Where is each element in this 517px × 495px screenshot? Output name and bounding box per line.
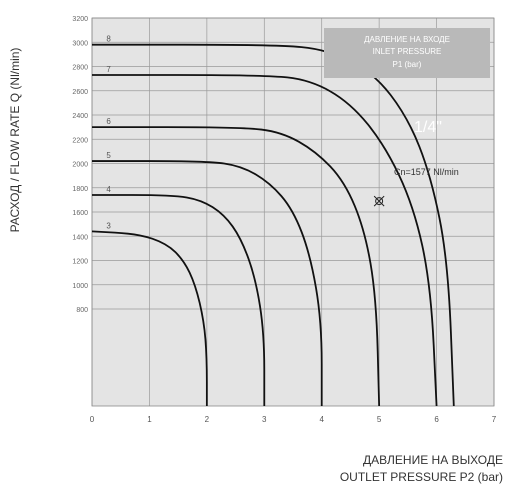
x-tick-label: 6 xyxy=(434,415,439,424)
y-tick-label: 2800 xyxy=(72,65,88,72)
curve-label-5: 5 xyxy=(106,151,111,160)
flow-chart: 0 1 2 3 4 5 6 7 800 1000 1200 1400 1600 1800 2000 2200 2… xyxy=(72,16,496,424)
curve-label-3: 3 xyxy=(106,221,111,230)
y-tick-label: 1600 xyxy=(72,210,88,217)
y-axis-label-wrap: РАСХОД / FLOW RATE Q (Nl/min) xyxy=(0,0,30,330)
legend-background xyxy=(324,28,490,78)
x-axis-label-ru: ДАВЛЕНИЕ НА ВЫХОДЕ xyxy=(363,453,503,467)
legend-box: ДАВЛЕНИЕ НА ВХОДЕ INLET PRESSURE P1 (bar… xyxy=(324,28,490,78)
y-tick-label: 2600 xyxy=(72,89,88,96)
curve-label-8: 8 xyxy=(106,35,111,44)
x-axis-label-en: OUTLET PRESSURE P2 (bar) xyxy=(339,470,503,484)
x-tick-label: 7 xyxy=(492,415,497,424)
annotation-cn: Cn=1577 Nl/min xyxy=(394,167,459,177)
annotation-size: 1/4" xyxy=(414,119,442,136)
curve-p1-4 xyxy=(91,194,266,406)
y-tick-label: 3200 xyxy=(72,16,88,23)
marker-cross-b xyxy=(373,195,385,207)
x-tick-label: 2 xyxy=(205,415,210,424)
curve-label-7: 7 xyxy=(106,65,111,74)
curve-p1-5 xyxy=(92,160,323,406)
y-tick-label: 800 xyxy=(76,307,88,314)
curve-label-6: 6 xyxy=(106,117,111,126)
curve-label-4: 4 xyxy=(106,185,111,194)
marker-circle xyxy=(375,197,384,206)
y-tick-label: 3000 xyxy=(72,40,88,47)
curve-p1-6 xyxy=(91,126,381,407)
x-tick-label: 5 xyxy=(377,415,382,424)
marker-point xyxy=(373,195,385,207)
x-tick-label: 3 xyxy=(262,415,267,424)
y-tick-label: 2000 xyxy=(72,162,88,169)
curve-p1-3 xyxy=(91,230,208,406)
tick-labels: 0 1 2 3 4 5 6 7 800 1000 1200 1400 1600 1800 2000 2200 2… xyxy=(72,16,496,424)
y-tick-label: 1800 xyxy=(72,186,88,193)
x-tick-label: 1 xyxy=(147,415,152,424)
y-tick-label: 1400 xyxy=(72,234,88,241)
legend-line-3: P1 (bar) xyxy=(393,60,422,69)
plot-frame xyxy=(91,17,495,407)
x-tick-label: 4 xyxy=(319,415,324,424)
x-tick-label: 0 xyxy=(90,415,95,424)
legend-line-1: ДАВЛЕНИЕ НА ВХОДЕ xyxy=(364,35,450,44)
y-axis-label: РАСХОД / FLOW RATE Q (Nl/min) xyxy=(8,47,22,233)
y-tick-label: 1200 xyxy=(72,259,88,266)
curve-p1-7 xyxy=(91,74,438,407)
y-tick-label: 2200 xyxy=(72,137,88,144)
legend-line-2: INLET PRESSURE xyxy=(373,47,442,56)
x-axis-label: ДАВЛЕНИЕ НА ВЫХОДЕ OUTLET PRESSURE P2 (b… xyxy=(340,452,503,486)
y-tick-label: 1000 xyxy=(72,283,88,290)
y-tick-label: 2400 xyxy=(72,113,88,120)
